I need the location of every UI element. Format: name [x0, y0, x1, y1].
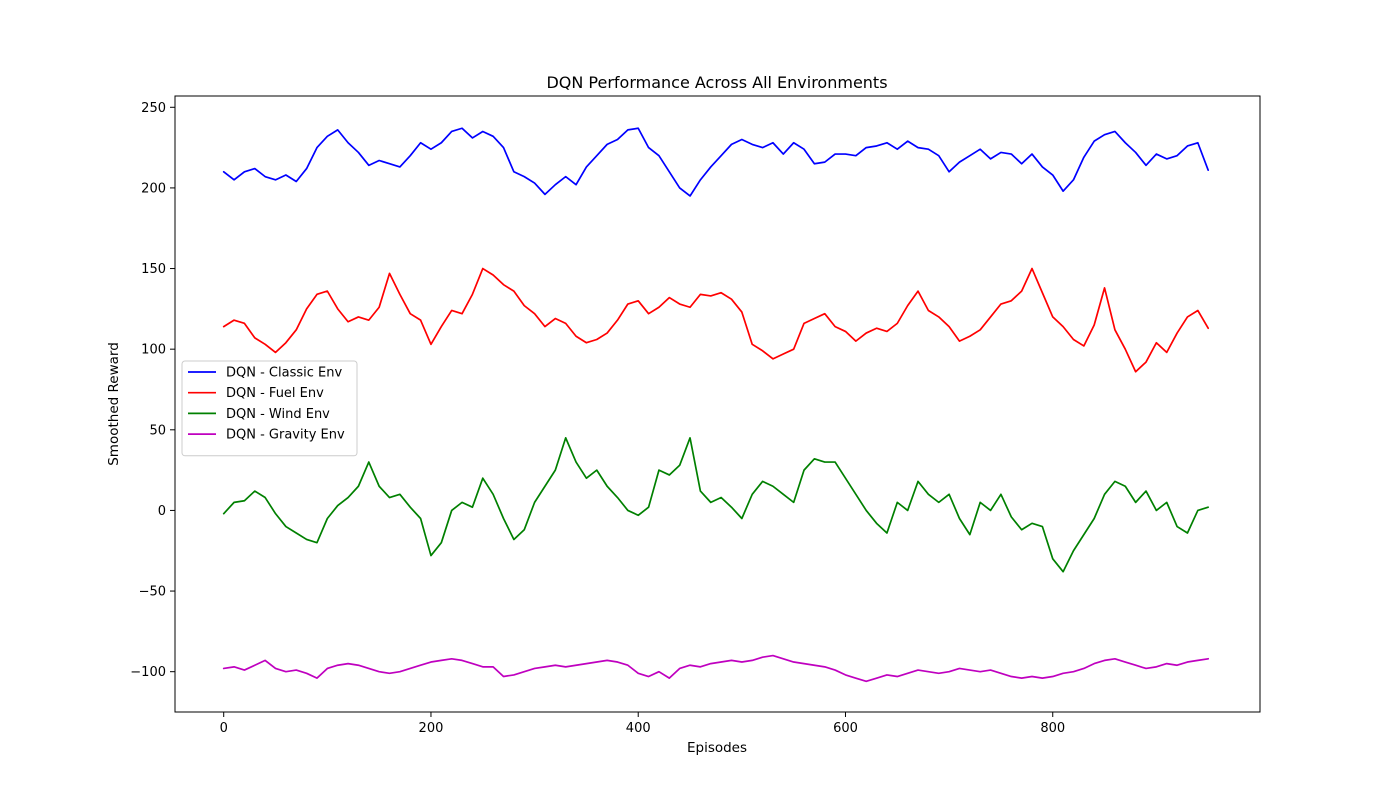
y-tick-label: 250 [141, 101, 166, 116]
series-line-3 [222, 437, 1210, 573]
y-tick-label: 150 [141, 262, 166, 277]
x-tick-label: 400 [626, 721, 651, 736]
y-tick-label: 200 [141, 181, 166, 196]
y-tick-label: 0 [158, 504, 166, 519]
legend-label-1: DQN - Classic Env [226, 366, 342, 381]
legend-box [181, 360, 358, 457]
y-tick-label: 100 [141, 343, 166, 358]
series-line-1 [222, 127, 1210, 197]
chart-title: DQN Performance Across All Environments [546, 73, 887, 92]
plot-area [174, 95, 1261, 713]
plot-frame [174, 95, 1261, 713]
legend-label-3: DQN - Wind Env [226, 407, 330, 422]
x-tick-label: 600 [833, 721, 858, 736]
x-tick-label: 200 [419, 721, 444, 736]
y-tick-label: −50 [139, 585, 166, 600]
y-tick-label: −100 [130, 665, 166, 680]
y-axis-label: Smoothed Reward [106, 342, 122, 466]
legend-label-2: DQN - Fuel Env [226, 386, 324, 401]
series-line-4 [222, 654, 1210, 683]
series-line-2 [222, 267, 1210, 373]
x-tick-label: 0 [220, 721, 228, 736]
legend-label-4: DQN - Gravity Env [226, 428, 345, 443]
series-layer [222, 127, 1210, 683]
y-tick-label: 50 [149, 423, 166, 438]
x-axis-label: Episodes [687, 740, 747, 756]
y-axis: −100 −50 0 50 100 150 200 250 [130, 101, 175, 680]
x-axis: 0 200 400 600 800 [220, 712, 1065, 736]
legend: DQN - Classic Env DQN - Fuel Env DQN - Win… [181, 360, 358, 457]
x-tick-label: 800 [1040, 721, 1065, 736]
